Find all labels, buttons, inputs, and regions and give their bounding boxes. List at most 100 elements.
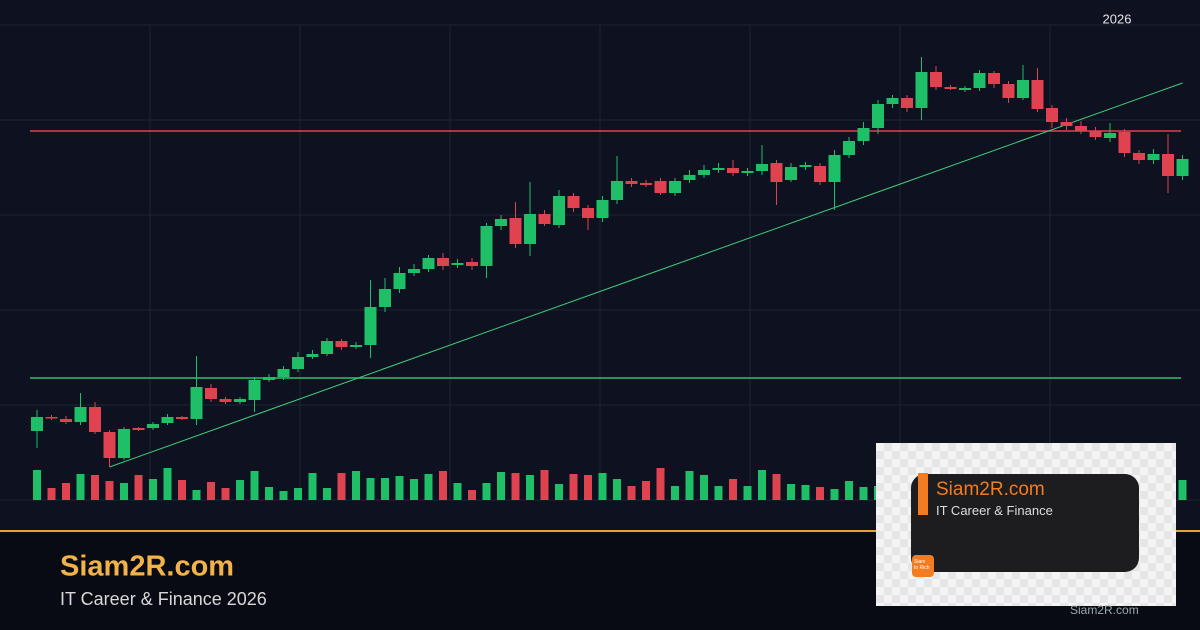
candle-body bbox=[335, 341, 348, 347]
candle-body bbox=[1031, 80, 1044, 109]
candle-body bbox=[1046, 108, 1058, 122]
candle-body bbox=[1176, 159, 1189, 176]
candle-body bbox=[480, 226, 493, 266]
volume-bar bbox=[323, 488, 331, 500]
volume-bar bbox=[772, 474, 781, 500]
candle-body bbox=[973, 73, 986, 88]
volume-bar bbox=[221, 488, 230, 500]
volume-bar bbox=[236, 480, 244, 500]
volume-bar bbox=[250, 471, 259, 500]
volume-bar bbox=[105, 481, 114, 500]
candle-body bbox=[698, 170, 710, 175]
volume-bar bbox=[395, 476, 404, 500]
candle-body bbox=[625, 181, 638, 184]
volume-bar bbox=[801, 485, 810, 500]
candle-body bbox=[567, 196, 580, 208]
candle-body bbox=[74, 407, 87, 422]
volume-bar bbox=[714, 486, 723, 500]
brand-title: Siam2R.com bbox=[60, 551, 234, 583]
volume-bar bbox=[830, 489, 839, 500]
candle-body bbox=[814, 166, 826, 182]
volume-bar bbox=[700, 475, 708, 500]
volume-bar bbox=[381, 478, 389, 500]
candle-body bbox=[872, 104, 884, 128]
volume-bar bbox=[279, 491, 288, 500]
candle-body bbox=[683, 175, 696, 180]
candle-body bbox=[1133, 153, 1145, 160]
candle-body bbox=[1104, 133, 1116, 138]
candle-body bbox=[451, 263, 464, 265]
candle-body bbox=[1089, 131, 1102, 137]
volume-bar bbox=[642, 481, 650, 500]
top-label: 2026 bbox=[1103, 11, 1132, 26]
volume-bar bbox=[62, 483, 70, 500]
candle-body bbox=[422, 258, 435, 269]
candle-body bbox=[292, 357, 304, 369]
volume-bar bbox=[859, 487, 868, 500]
volume-bar bbox=[569, 474, 578, 500]
volume-bar bbox=[540, 470, 549, 500]
brand-subtitle: IT Career & Finance 2026 bbox=[60, 589, 267, 609]
logo-caption: Siam2R.com bbox=[1070, 603, 1139, 617]
volume-bar bbox=[468, 490, 476, 500]
candle-body bbox=[118, 429, 130, 458]
logo-title: Siam2R.com bbox=[936, 479, 1045, 500]
volume-bar bbox=[410, 479, 418, 500]
candle-body bbox=[45, 417, 58, 419]
logo-image: Siam2R.com IT Career & Finance Siam to Ri… bbox=[876, 443, 1176, 606]
candle-body bbox=[60, 419, 72, 422]
volume-bar bbox=[47, 488, 56, 500]
volume-bar bbox=[366, 478, 375, 500]
candle-body bbox=[901, 98, 913, 108]
candle-body bbox=[132, 428, 145, 430]
candle-body bbox=[190, 387, 203, 419]
candle-body bbox=[640, 183, 652, 185]
candle-body bbox=[321, 341, 333, 354]
volume-bar bbox=[497, 472, 505, 500]
logo-subtitle: IT Career & Finance bbox=[936, 503, 1053, 518]
volume-bar bbox=[656, 468, 665, 500]
candle-body bbox=[408, 269, 420, 273]
candle-body bbox=[886, 98, 899, 104]
candle-body bbox=[1002, 84, 1015, 98]
volume-bar bbox=[265, 487, 273, 500]
volume-bar bbox=[163, 468, 172, 500]
trend-line bbox=[109, 82, 1183, 468]
candle-body bbox=[248, 380, 261, 400]
candle-body bbox=[828, 155, 841, 182]
candle-body bbox=[712, 168, 725, 170]
candle-body bbox=[437, 258, 449, 266]
candle-body bbox=[1017, 80, 1029, 98]
candle-body bbox=[596, 200, 609, 218]
logo-icon: Siam to Rich bbox=[912, 555, 934, 577]
candle-body bbox=[306, 354, 319, 357]
volume-bar bbox=[192, 490, 201, 500]
candle-body bbox=[553, 196, 565, 225]
candle-body bbox=[161, 417, 174, 423]
icon-text: to Rich bbox=[914, 565, 930, 571]
volume-bar bbox=[816, 487, 824, 500]
volume-bar bbox=[439, 471, 447, 500]
volume-bar bbox=[729, 479, 737, 500]
volume-bar bbox=[308, 473, 317, 500]
volume-bar bbox=[120, 483, 128, 500]
volume-bar bbox=[134, 475, 143, 500]
volume-bar bbox=[555, 484, 563, 500]
candle-body bbox=[219, 399, 232, 402]
candle-body bbox=[234, 399, 246, 402]
candle-body bbox=[857, 128, 870, 141]
candle-body bbox=[263, 377, 275, 380]
candle-body bbox=[988, 73, 1000, 84]
candle-body bbox=[582, 208, 594, 218]
candle-body bbox=[466, 262, 478, 266]
candle-body bbox=[843, 141, 855, 155]
candle-body bbox=[1060, 122, 1073, 126]
candle-body bbox=[785, 167, 797, 180]
candle-body bbox=[524, 214, 536, 244]
volume-bar bbox=[1178, 480, 1187, 500]
candle-body bbox=[1162, 154, 1174, 176]
candle-body bbox=[741, 171, 754, 173]
icon-text: Siam bbox=[914, 559, 926, 565]
volume-bar bbox=[482, 483, 491, 500]
